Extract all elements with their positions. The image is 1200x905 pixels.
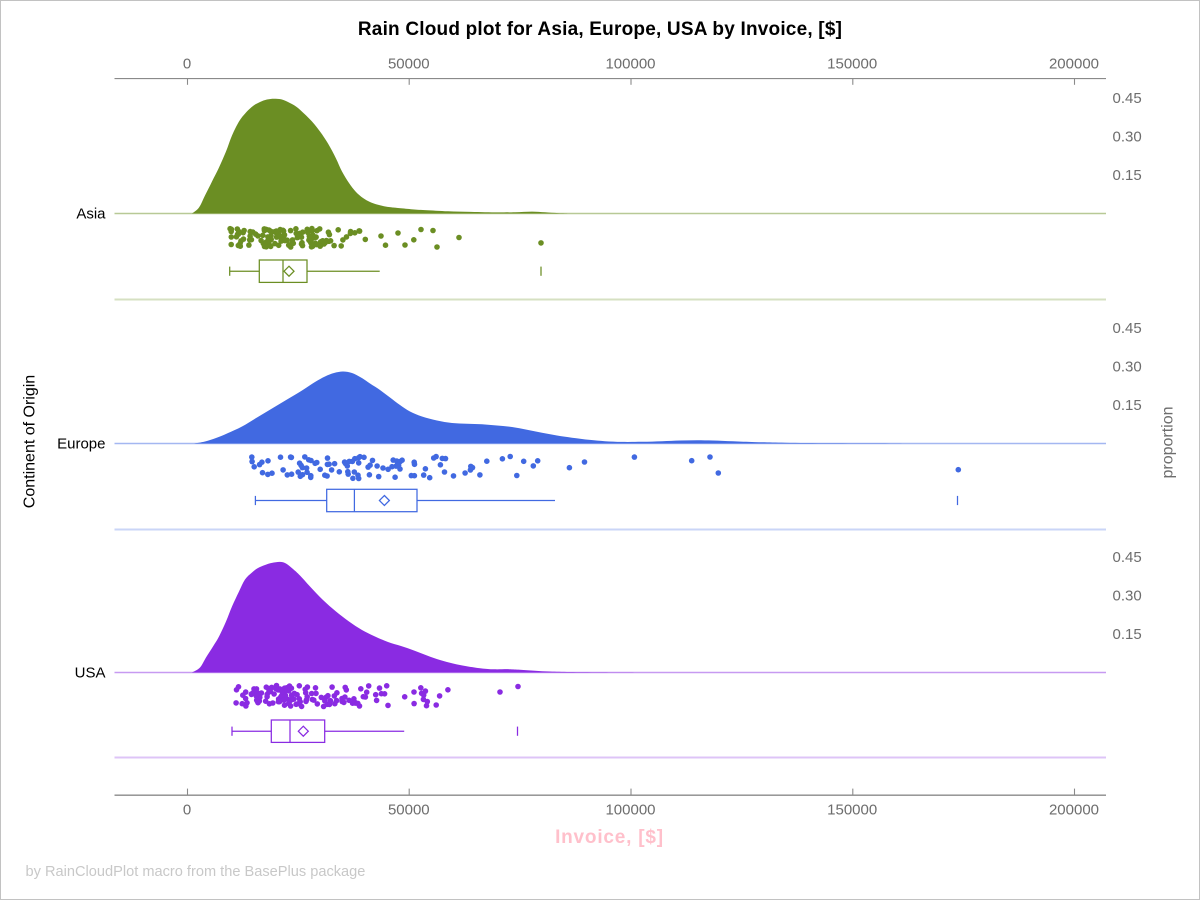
svg-text:Rain Cloud plot for Asia, Euro: Rain Cloud plot for Asia, Europe, USA by… [358,19,842,40]
svg-text:0.15: 0.15 [1113,626,1142,643]
svg-text:by RainCloudPlot macro from th: by RainCloudPlot macro from the BasePlus… [26,864,366,880]
svg-text:proportion: proportion [1160,406,1177,478]
svg-text:0.15: 0.15 [1113,167,1142,184]
svg-text:0: 0 [183,801,191,818]
svg-text:0.45: 0.45 [1113,320,1142,337]
svg-text:100000: 100000 [605,55,655,72]
svg-text:0.45: 0.45 [1113,90,1142,107]
svg-text:200000: 200000 [1049,801,1099,818]
svg-text:Europe: Europe [57,436,105,453]
svg-text:0.30: 0.30 [1113,359,1142,376]
svg-text:USA: USA [75,665,106,682]
svg-text:150000: 150000 [827,801,877,818]
svg-text:50000: 50000 [388,55,430,72]
svg-text:0: 0 [183,55,191,72]
svg-text:Continent of Origin: Continent of Origin [22,375,39,508]
svg-text:100000: 100000 [605,801,655,818]
svg-text:0.45: 0.45 [1113,549,1142,566]
svg-text:0.15: 0.15 [1113,397,1142,414]
svg-text:50000: 50000 [388,801,430,818]
svg-text:0.30: 0.30 [1113,129,1142,146]
svg-text:150000: 150000 [827,55,877,72]
svg-text:200000: 200000 [1049,55,1099,72]
svg-text:0.30: 0.30 [1113,588,1142,605]
svg-text:Asia: Asia [76,206,106,223]
svg-text:Invoice, [$]: Invoice, [$] [555,827,664,848]
